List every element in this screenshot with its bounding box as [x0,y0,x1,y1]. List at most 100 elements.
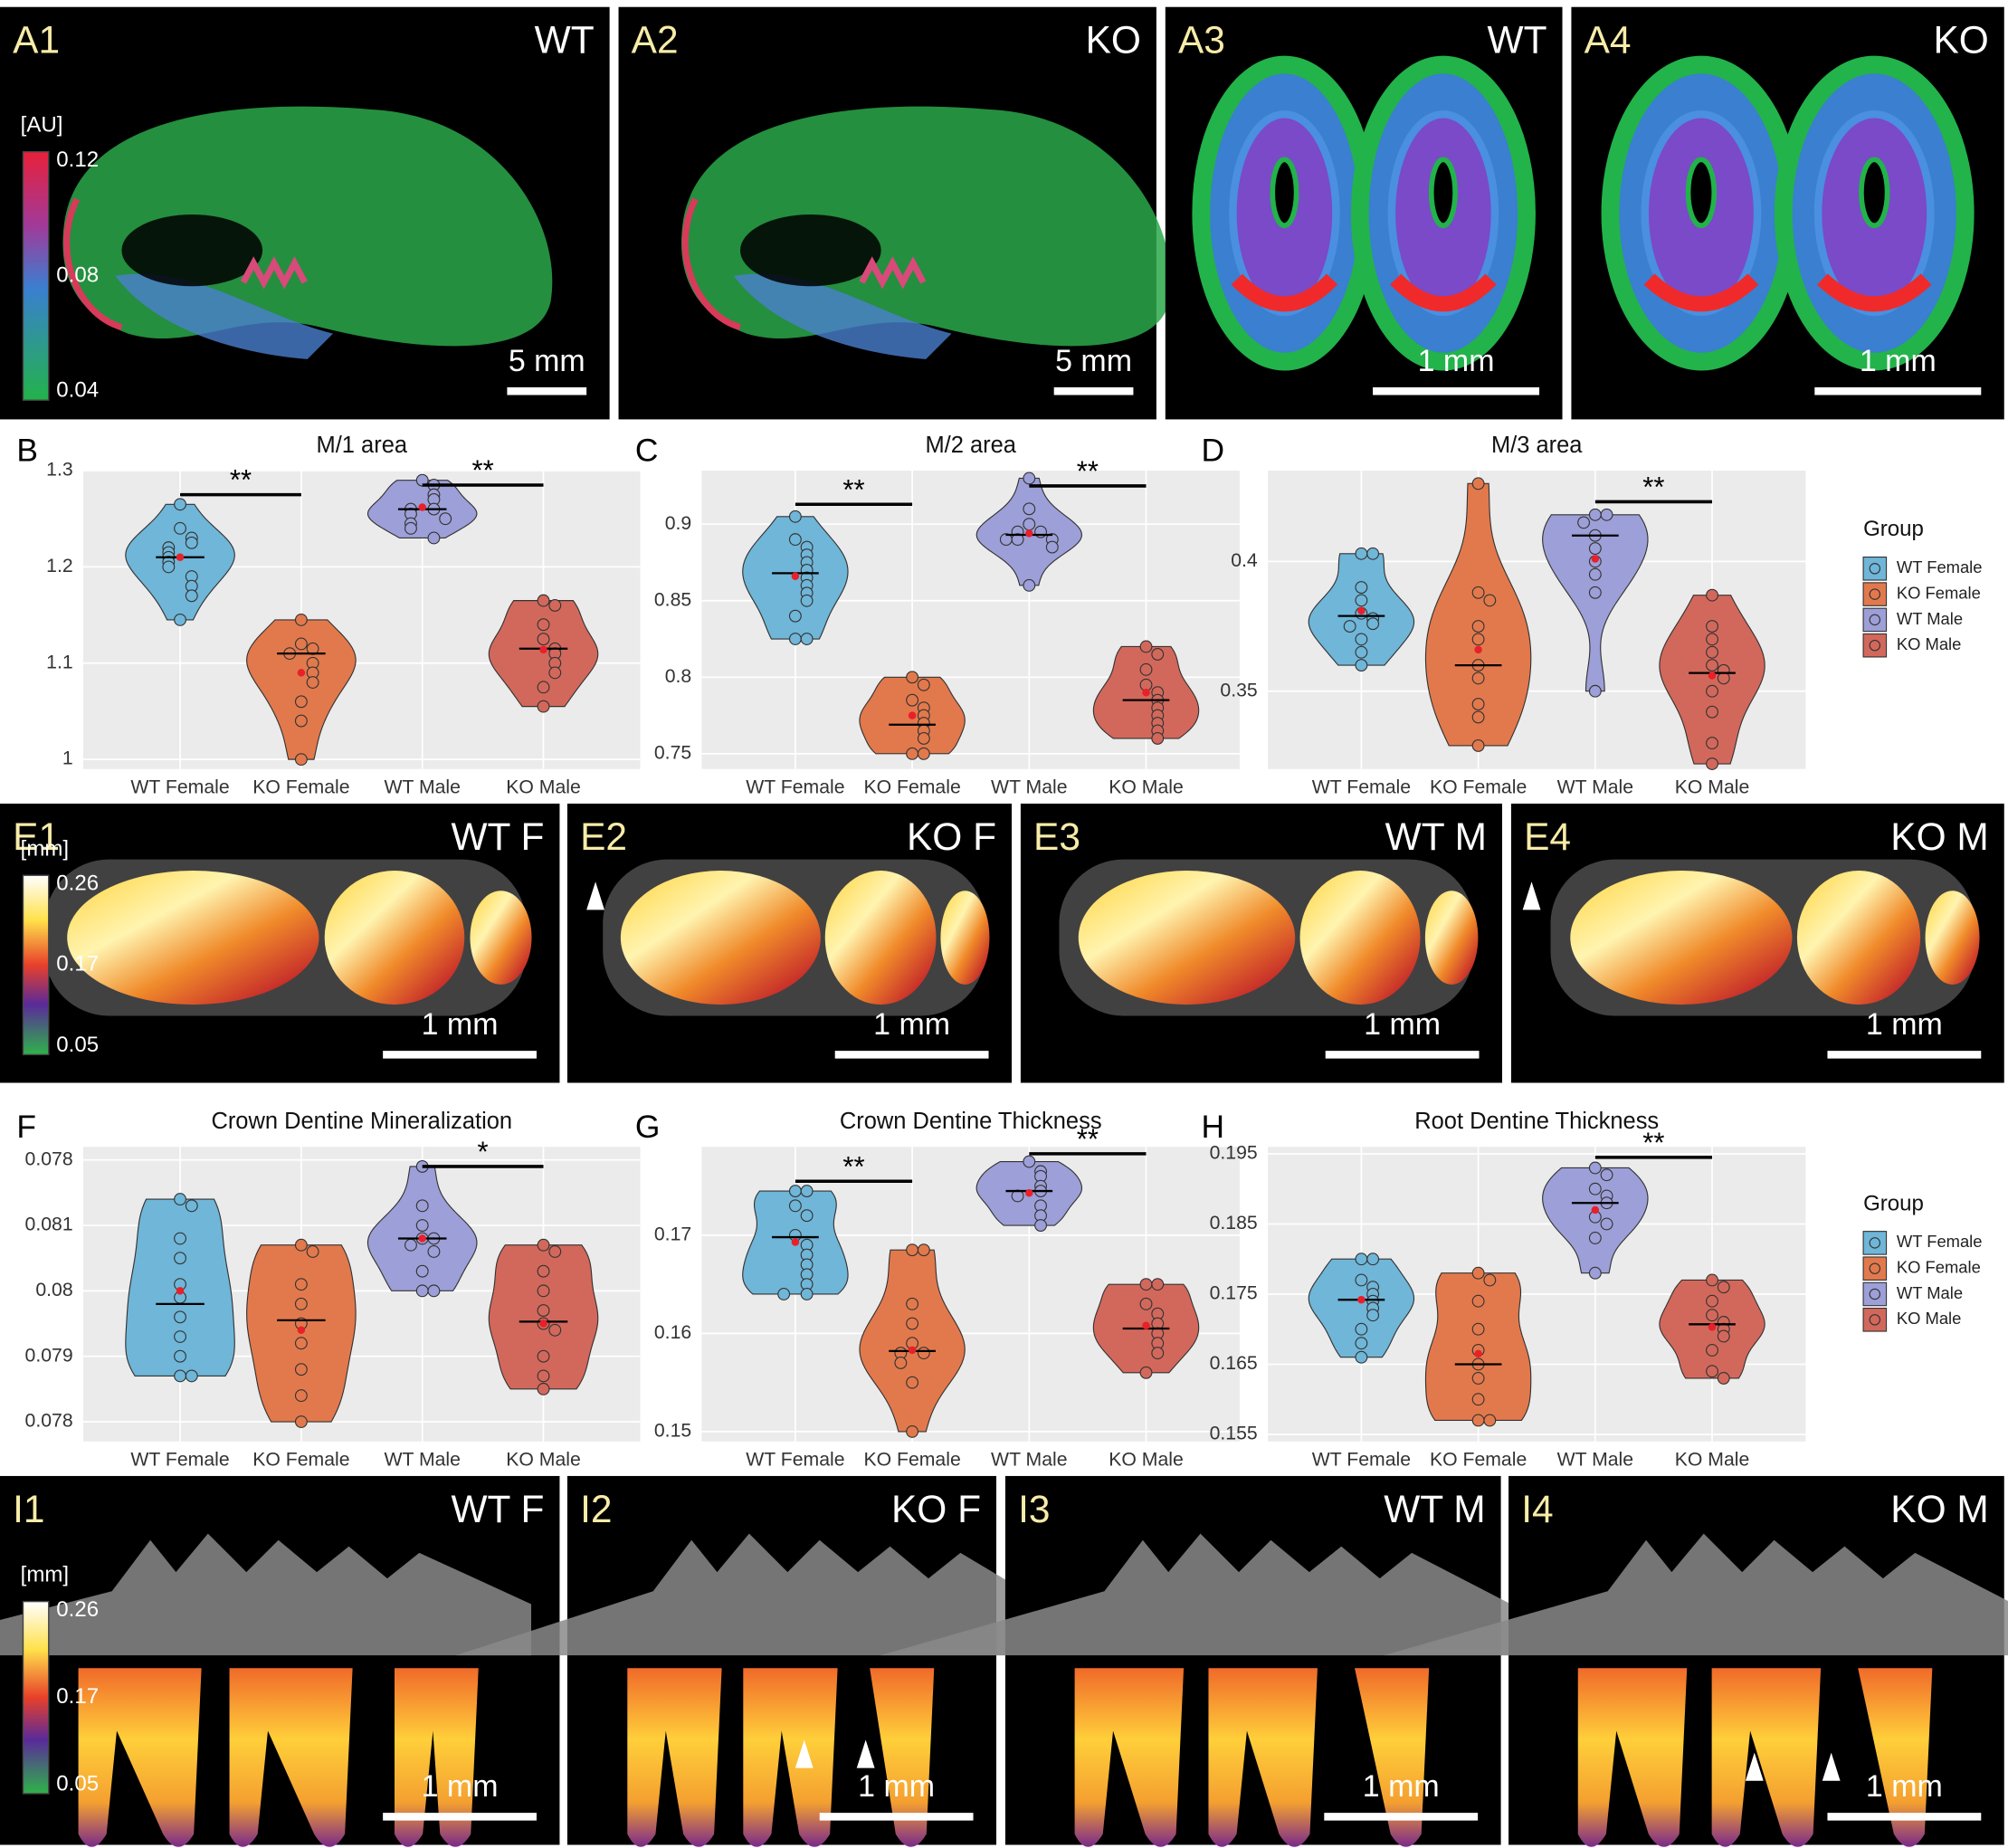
x-tick-label: WT Female [130,1450,229,1471]
data-point [548,1245,562,1258]
data-point [788,1185,802,1197]
data-point [294,714,308,728]
data-point [537,1304,550,1318]
data-point [788,1199,802,1213]
skull-jaw [733,273,952,359]
panel-group: KO M [1890,1488,1988,1530]
data-point [1717,1372,1730,1385]
image-panel: I2 KO F 1 mm [455,1475,1047,1847]
x-tick-label: KO Male [1109,1450,1184,1471]
y-tick-label: 0.35 [1220,680,1257,700]
root-crowns [0,1533,532,1656]
root [1208,1668,1318,1847]
x-tick-label: WT Male [384,1450,461,1471]
mean-dot [418,1234,426,1243]
data-point [185,589,198,603]
scale-bar-label: 1 mm [422,1007,499,1042]
mean-dot [1708,672,1717,680]
violin [488,1244,599,1390]
data-point [917,1243,930,1257]
x-tick-label: WT Female [1312,777,1411,798]
data-point [1471,698,1485,711]
chart-panel-label: F [16,1110,36,1145]
colorbar-tick-label: 0.08 [56,262,99,287]
colorbar-tick-label: 0.26 [56,871,99,895]
panel-group: KO [1086,19,1141,62]
y-tick-label: 1.3 [46,460,72,481]
crown-tooth [824,871,937,1005]
data-point [1471,1393,1485,1406]
root [229,1668,353,1847]
arrowhead [1822,1752,1841,1781]
data-point [800,1288,814,1300]
x-tick-label: KO Female [863,1450,960,1471]
x-tick-label: WT Female [1312,1450,1411,1471]
data-point [427,531,441,545]
scale-bar-label: 5 mm [1055,344,1132,378]
mean-dot [1591,1205,1600,1215]
mean-dot [1142,688,1150,697]
mean-dot [418,503,426,511]
data-point [1151,732,1165,745]
legend-label: KO Female [1897,1258,1981,1277]
scale-bar-label: 5 mm [509,344,585,378]
mean-dot [539,645,547,654]
data-point [1471,1372,1485,1385]
data-point [1706,1294,1718,1308]
data-point [439,512,452,526]
data-point [548,666,562,680]
data-point [917,1347,930,1360]
crown-tooth [620,871,821,1005]
data-point [1366,1253,1380,1266]
crown-tooth [1299,871,1421,1005]
data-point [294,753,308,767]
data-point [1355,1350,1368,1364]
y-tick-label: 0.4 [1231,550,1258,571]
data-point [1706,1344,1718,1357]
x-tick-label: WT Male [991,777,1068,798]
data-point [404,1238,417,1252]
data-point [906,1424,919,1438]
x-tick-label: KO Female [252,1450,349,1471]
panel-label: I4 [1521,1488,1553,1530]
y-tick-label: 0.195 [1210,1143,1258,1164]
section-pulp [1428,157,1458,229]
scale-bar-label: 1 mm [422,1769,499,1804]
crown-tooth [324,871,465,1005]
data-point [788,510,802,523]
panel-label: A4 [1585,19,1632,62]
data-point [1151,1278,1165,1291]
mean-dot [1708,1323,1717,1331]
crown-tooth [1570,871,1793,1005]
data-point [174,1193,186,1206]
data-point [1151,1347,1165,1360]
image-panel: I3 WT M 1 mm [880,1475,1511,1847]
data-point [1706,588,1718,602]
data-point [1706,620,1718,633]
data-point [1706,705,1718,719]
data-point [777,1288,791,1300]
image-panel: E1 WT F 1 mm [0,803,560,1083]
panel-group: WT [1488,19,1547,62]
mean-dot [1025,529,1033,538]
x-tick-label: WT Male [1557,777,1634,798]
scale-bar-label: 1 mm [873,1007,950,1042]
data-point [1600,1217,1613,1231]
scale-bar-label: 1 mm [1363,1769,1440,1804]
data-point [294,637,308,651]
section-enamel [1231,273,1338,312]
data-point [415,1199,429,1213]
image-panel: A4 KO 1 mm [1571,6,2004,420]
incisor [63,197,123,330]
root [394,1668,479,1847]
legend-title: Group [1863,1191,1924,1215]
data-point [1023,502,1036,516]
x-tick-label: KO Male [506,1450,581,1471]
data-point [537,633,550,646]
x-tick-label: WT Female [746,777,844,798]
data-point [1588,586,1602,599]
data-point [1588,1232,1602,1244]
colorbar-tick-label: 0.17 [56,1684,99,1709]
y-tick-label: 0.078 [25,1148,73,1169]
